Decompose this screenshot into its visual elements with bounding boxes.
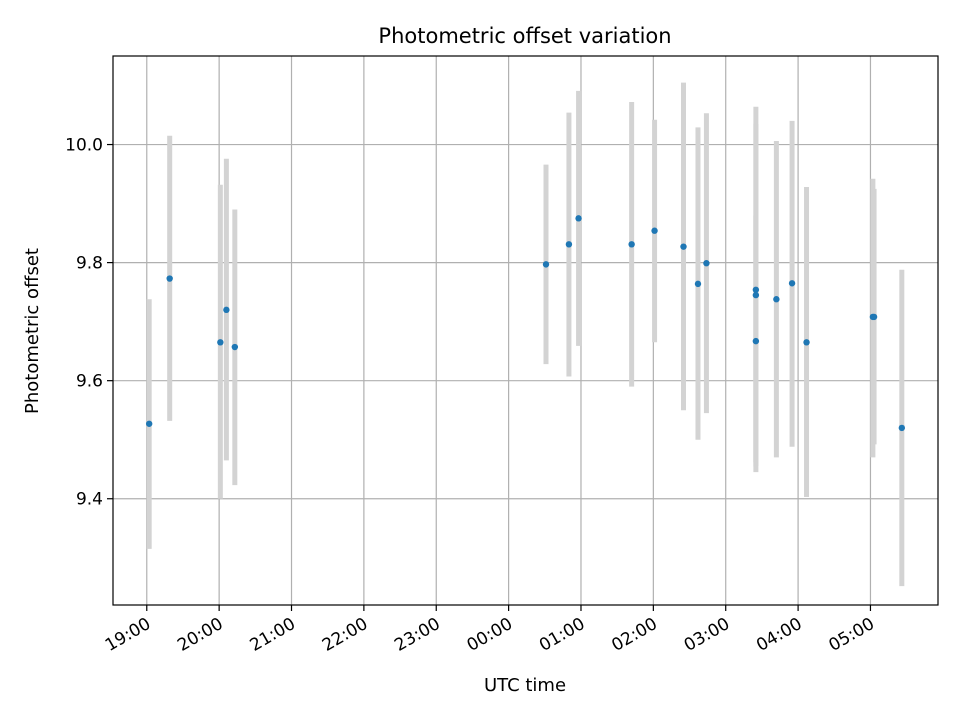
data-point [628,241,635,248]
data-point [752,286,760,293]
data-point [870,313,878,321]
data-point [752,337,760,345]
data-point [217,339,224,346]
data-point [166,275,173,282]
data-point [223,306,230,314]
y-tick-label: 9.4 [76,490,103,510]
data-point [803,339,810,346]
data-point [788,280,796,287]
y-tick-label: 9.8 [76,254,103,274]
plot-frame [112,55,939,606]
data-point [703,260,710,267]
data-point [565,241,573,248]
data-point [231,343,239,351]
data-point [898,424,906,432]
data-point [752,291,760,299]
data-point [773,296,780,303]
y-tick-label: 10.0 [65,136,103,156]
data-point [575,215,582,222]
x-axis-label: UTC time [484,675,566,696]
data-point [680,243,687,250]
grid [113,56,938,605]
chart-title: Photometric offset variation [378,24,671,48]
data-point [145,420,153,427]
data-point [651,227,658,234]
data-point [542,261,550,268]
data-point [694,280,702,288]
y-tick-label: 9.6 [76,372,103,392]
data-points [145,215,906,432]
y-axis-label: Photometric offset [22,248,43,414]
